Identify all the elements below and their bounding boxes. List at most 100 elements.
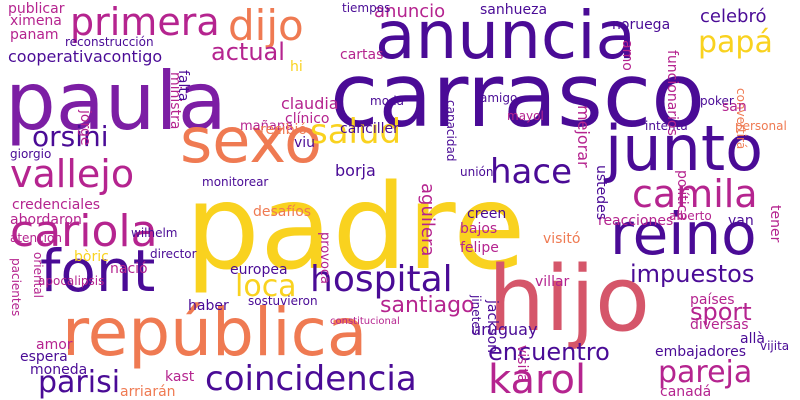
- cloud-word-moda: moda: [370, 94, 405, 108]
- cloud-word-wilhelm: wilhelm: [131, 226, 178, 240]
- cloud-word-padre: padre: [185, 158, 526, 296]
- cloud-word-van: van: [728, 213, 754, 229]
- cloud-word-panam: panam: [10, 27, 59, 43]
- cloud-word-política: política: [674, 170, 690, 221]
- cloud-word-karol: karol: [488, 357, 587, 400]
- cloud-word-bòric: bòric: [74, 249, 109, 265]
- cloud-word-aguilera: aguilera: [417, 183, 438, 257]
- cloud-word-recibió: recibió: [260, 122, 307, 138]
- cloud-word-mayol: mayol: [507, 109, 544, 123]
- cloud-word-hace: hace: [490, 152, 572, 192]
- cloud-word-canciller: canciller: [340, 121, 399, 137]
- cloud-word-arriarán: arriarán: [120, 384, 176, 400]
- cloud-word-espera: espera: [20, 349, 68, 365]
- cloud-word-carrasco: carrasco: [330, 44, 706, 147]
- cloud-word-allà: allà: [740, 331, 765, 347]
- cloud-word-visitó: visitó: [543, 231, 581, 247]
- cloud-word-mañana: mañana: [240, 119, 294, 134]
- cloud-word-hi: hi: [290, 59, 303, 75]
- cloud-word-loca: loca: [235, 269, 297, 304]
- cloud-word-creen: creen: [467, 206, 507, 222]
- cloud-word-font: font: [40, 237, 156, 305]
- cloud-word-amor: amor: [36, 337, 73, 353]
- cloud-word-alberto: alberto: [669, 209, 712, 223]
- cloud-word-claudia: claudia: [281, 94, 339, 113]
- cloud-word-desafíos: desafíos: [253, 204, 312, 220]
- cloud-word-impuestos: impuestos: [630, 260, 755, 288]
- cloud-word-santiago: santiago: [380, 293, 475, 318]
- cloud-word-haber: haber: [188, 298, 229, 314]
- cloud-word-canadá: canadá: [660, 384, 712, 400]
- cloud-word-jackson: jackson: [484, 300, 500, 354]
- cloud-word-unión: unión: [460, 165, 494, 179]
- cloud-word-paula: paula: [5, 55, 227, 148]
- cloud-word-salud: salud: [310, 112, 402, 152]
- cloud-word-noruega: noruega: [612, 17, 671, 33]
- cloud-word-papá: papá: [698, 25, 773, 60]
- cloud-word-falta: falta: [175, 70, 191, 102]
- cloud-word-moneda: moneda: [30, 362, 88, 378]
- cloud-word-ximena: ximena: [10, 13, 62, 29]
- cloud-word-monitorear: monitorear: [202, 175, 269, 189]
- cloud-word-reino: reino: [610, 200, 757, 268]
- cloud-word-actual: actual: [211, 38, 285, 66]
- cloud-word-sostuvieron: sostuvieron: [248, 294, 318, 308]
- cloud-word-abordaron: abordaron: [10, 212, 82, 228]
- cloud-word-república: república: [62, 294, 368, 371]
- cloud-word-giorgio: giorgio: [10, 147, 52, 161]
- cloud-word-apocalipsis: apocalipsis: [38, 274, 105, 288]
- cloud-word-viu: viu: [294, 135, 316, 151]
- cloud-word-pareja: pareja: [658, 355, 753, 390]
- cloud-word-director: director: [150, 247, 197, 261]
- cloud-word-mejorar: mejorar: [574, 105, 593, 168]
- cloud-word-cariola: cariola: [10, 206, 158, 257]
- cloud-word-orsini: orsini: [32, 120, 109, 153]
- cloud-word-hijo: hijo: [488, 247, 651, 352]
- cloud-word-publicar: publicar: [8, 1, 65, 17]
- cloud-word-diversas: diversas: [690, 317, 749, 333]
- cloud-word-europea: europea: [230, 262, 288, 278]
- cloud-word-tener: tener: [767, 205, 783, 243]
- cloud-word-san: san: [722, 99, 747, 115]
- cloud-word-sexo: sexo: [180, 104, 323, 177]
- cloud-word-felipe: felipe: [460, 240, 499, 256]
- cloud-word-reacciones: reacciones: [598, 213, 674, 229]
- cloud-word-intenta: intenta: [645, 119, 688, 133]
- cloud-word-tiempos: tiempos: [342, 1, 391, 15]
- cloud-word-vallejo: vallejo: [10, 152, 135, 196]
- cloud-word-poker: poker: [700, 94, 734, 108]
- cloud-word-villar: villar: [535, 274, 570, 290]
- cloud-word-hospital: hospital: [310, 259, 453, 300]
- cloud-word-encuentro: encuentro: [488, 338, 610, 366]
- cloud-word-junto: junto: [605, 112, 764, 185]
- cloud-word-sport: sport: [690, 298, 752, 326]
- cloud-word-credenciales: credenciales: [12, 197, 101, 213]
- cloud-word-embajadores: embajadores: [655, 344, 746, 360]
- cloud-word-camila: camila: [632, 172, 758, 216]
- cloud-word-bajos: bajos: [460, 221, 498, 237]
- cloud-word-cooperativacontigo: cooperativacontigo: [8, 47, 163, 66]
- cloud-word-reconstrucción: reconstrucción: [65, 35, 154, 49]
- cloud-word-pacientes: pacientes: [9, 258, 23, 317]
- cloud-word-dijo: dijo: [228, 1, 304, 50]
- cloud-word-visita: visita: [514, 345, 530, 383]
- cloud-word-borja: borja: [335, 161, 376, 180]
- cloud-word-constitucional: constitucional: [330, 316, 400, 327]
- cloud-word-jinetes: jinetes: [469, 295, 483, 335]
- cloud-word-kast: kast: [165, 369, 195, 385]
- cloud-word-nació: nació: [110, 261, 148, 277]
- cloud-word-atención: atención: [10, 231, 62, 245]
- cloud-word-primera: primera: [70, 0, 220, 44]
- cloud-word-jorge: jorge: [77, 110, 93, 146]
- cloud-word-vijita: vijita: [760, 339, 790, 353]
- cloud-word-funcionarios: funcionarios: [664, 50, 680, 136]
- cloud-word-cartas: cartas: [340, 47, 384, 63]
- cloud-word-ustedes: ustedes: [593, 165, 609, 221]
- cloud-word-convertirá: convertirá: [734, 88, 748, 150]
- cloud-word-clínico: clínico: [285, 111, 330, 127]
- cloud-word-anuncia: anuncia: [375, 0, 637, 74]
- cloud-word-parisi: parisi: [38, 365, 121, 400]
- cloud-word-celebró: celebró: [700, 6, 767, 27]
- cloud-word-amo: amo: [619, 40, 635, 71]
